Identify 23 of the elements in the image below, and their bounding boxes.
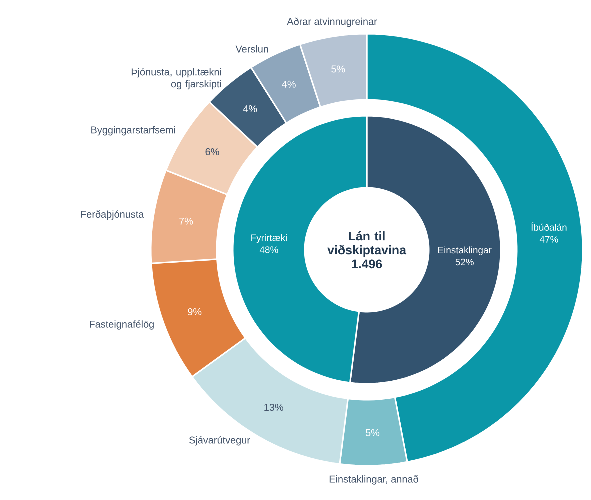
data-label: 48% <box>260 246 278 254</box>
slice-label: Einstaklingar, annað <box>330 475 418 485</box>
data-label: 52% <box>456 258 474 266</box>
slice-label: Einstaklingar <box>438 246 492 256</box>
data-label: 4% <box>282 80 296 88</box>
slice-label: Fasteignafélög <box>90 320 154 330</box>
data-label: 7% <box>180 218 194 225</box>
data-label: 6% <box>206 148 220 156</box>
slice-label: Verslun <box>236 45 268 53</box>
data-label: 47% <box>540 236 558 243</box>
slice-label: Fyrirtæki <box>252 234 287 244</box>
data-label: 4% <box>243 106 258 112</box>
slice-label: Þjónusta, uppl.tækni og fjarskipti <box>132 68 222 90</box>
data-label: 13% <box>264 404 284 412</box>
slice-label: Byggingarstarfsemi <box>92 126 176 136</box>
slice-label: Sjávarútvegur <box>189 436 250 446</box>
text: Lán til viðskiptavina 1.496 <box>328 231 407 269</box>
slice-label: Aðrar atvinnugreinar <box>287 18 378 28</box>
data-label: 5% <box>366 429 380 436</box>
data-label: 5% <box>332 66 346 73</box>
slice-label: Ferðaþjónusta <box>81 210 144 220</box>
data-label: 9% <box>188 308 202 316</box>
slice-label: Íbúðalán <box>532 222 567 231</box>
